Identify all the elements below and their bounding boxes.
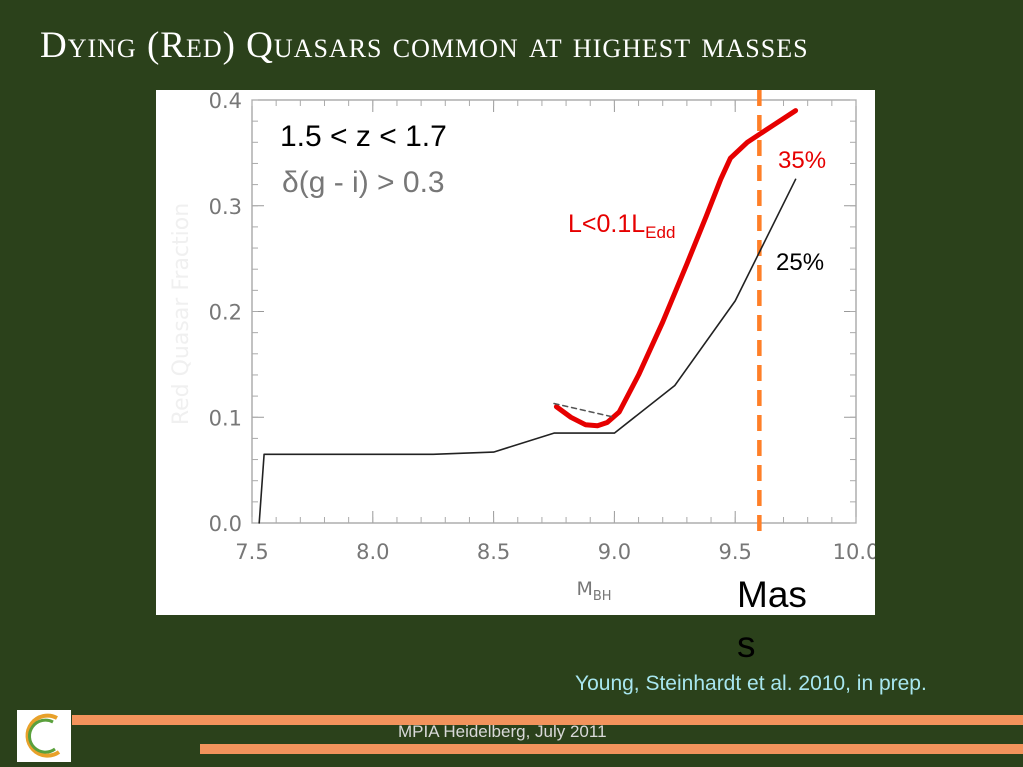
chart-series [258, 90, 799, 531]
label-25-percent: 25% [776, 249, 824, 276]
label-low-eddington-sub: Edd [645, 223, 675, 242]
label-low-eddington: L<0.1LEdd [568, 210, 675, 242]
y-tick-label: 0.0 [209, 512, 242, 536]
x-axis-label-sub: BH [593, 589, 612, 604]
series-dashed [553, 402, 616, 419]
footer-text: MPIA Heidelberg, July 2011 [398, 722, 607, 741]
x-tick-label: 7.5 [235, 540, 268, 564]
label-35-percent: 35% [778, 147, 826, 174]
cfa-logo-icon [25, 713, 61, 758]
y-tick-label: 0.4 [209, 90, 242, 113]
annotation-redshift: 1.5 < z < 1.7 [280, 120, 447, 153]
mass-label: Mass [737, 574, 807, 665]
y-axis-label: Red Quasar Fraction [169, 203, 194, 425]
footer-bar-top [72, 715, 1023, 725]
x-tick-label: 8.5 [477, 540, 510, 564]
series-all [258, 178, 797, 524]
cfa-logo [17, 710, 71, 762]
x-tick-label: 9.0 [598, 540, 631, 564]
x-axis-label: MBH [576, 578, 611, 604]
chart-svg: 7.5 8.0 8.5 9.0 9.5 10.0 0.0 0.1 0.2 0.3 0.4 MBH Red… [156, 90, 875, 604]
x-tick-label: 8.0 [356, 540, 389, 564]
y-tick-label: 0.1 [209, 406, 242, 430]
citation: Young, Steinhardt et al. 2010, in prep. [575, 672, 927, 695]
chart-annotations: 1.5 < z < 1.7 δ(g - i) > 0.3 L<0.1LEdd 35% 2… [280, 120, 826, 276]
chart-axes: 7.5 8.0 8.5 9.0 9.5 10.0 0.0 0.1 0.2 0.3 0.4 MBH Red… [156, 90, 875, 604]
y-tick-label: 0.3 [209, 195, 242, 219]
plot-frame [251, 99, 857, 524]
series-low-eddington [553, 108, 799, 429]
slide-title: Dying (Red) Quasars common at highest ma… [40, 25, 809, 66]
x-tick-label: 9.5 [718, 540, 751, 564]
annotation-color-cut: δ(g - i) > 0.3 [282, 166, 445, 199]
y-tick-label: 0.2 [209, 301, 242, 325]
chart-panel: 7.5 8.0 8.5 9.0 9.5 10.0 0.0 0.1 0.2 0.3 0.4 MBH Red… [156, 90, 875, 615]
y-label-box [156, 160, 200, 468]
x-tick-label: 10.0 [833, 540, 875, 564]
footer-bar-bottom [200, 744, 1023, 754]
